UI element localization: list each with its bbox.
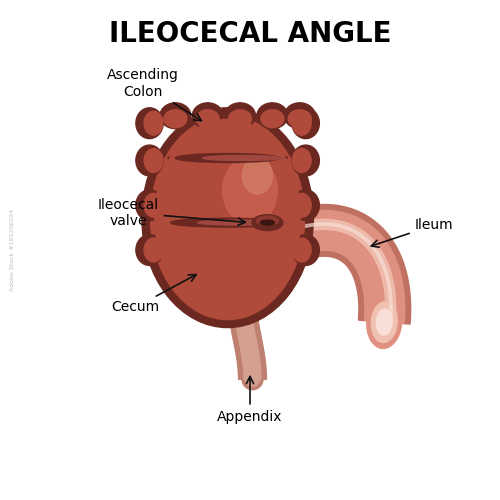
Ellipse shape: [176, 154, 278, 162]
Ellipse shape: [192, 103, 223, 128]
Ellipse shape: [224, 103, 256, 128]
Ellipse shape: [260, 220, 274, 225]
Ellipse shape: [242, 157, 272, 194]
Ellipse shape: [160, 103, 191, 128]
Ellipse shape: [252, 214, 283, 230]
Ellipse shape: [198, 220, 288, 225]
Ellipse shape: [292, 234, 320, 266]
Ellipse shape: [292, 108, 320, 138]
Ellipse shape: [261, 110, 284, 128]
Ellipse shape: [246, 372, 260, 386]
Ellipse shape: [292, 194, 311, 217]
Ellipse shape: [292, 112, 311, 135]
Ellipse shape: [155, 120, 300, 316]
Ellipse shape: [292, 238, 311, 262]
Ellipse shape: [240, 156, 275, 200]
Polygon shape: [300, 210, 405, 324]
Text: Ascending
Colon: Ascending Colon: [107, 68, 202, 120]
Text: Cecum: Cecum: [112, 274, 196, 314]
Text: Adobe Stock #195206294: Adobe Stock #195206294: [10, 209, 15, 291]
Ellipse shape: [372, 302, 397, 343]
Ellipse shape: [228, 110, 252, 128]
Ellipse shape: [136, 190, 163, 220]
Polygon shape: [303, 223, 392, 322]
Ellipse shape: [168, 152, 288, 164]
Ellipse shape: [136, 234, 163, 266]
Text: Ileocecal
valve: Ileocecal valve: [98, 198, 246, 228]
Text: ILEOCECAL ANGLE: ILEOCECAL ANGLE: [109, 20, 391, 48]
Ellipse shape: [150, 116, 304, 320]
Text: Appendix: Appendix: [218, 376, 283, 424]
Ellipse shape: [163, 217, 292, 228]
Ellipse shape: [292, 190, 320, 220]
Ellipse shape: [144, 194, 163, 217]
Ellipse shape: [196, 110, 219, 128]
Ellipse shape: [284, 103, 315, 128]
Ellipse shape: [376, 309, 392, 335]
Text: Ileum: Ileum: [372, 218, 454, 247]
Ellipse shape: [242, 369, 263, 390]
Ellipse shape: [256, 216, 278, 225]
Ellipse shape: [176, 154, 280, 162]
Ellipse shape: [144, 148, 163, 172]
Ellipse shape: [367, 296, 402, 348]
Ellipse shape: [136, 145, 163, 176]
Polygon shape: [228, 308, 266, 380]
Ellipse shape: [142, 108, 314, 328]
Ellipse shape: [203, 156, 282, 160]
Ellipse shape: [288, 110, 311, 128]
Ellipse shape: [292, 145, 320, 176]
Ellipse shape: [172, 220, 283, 226]
Ellipse shape: [170, 218, 285, 227]
Polygon shape: [302, 220, 396, 323]
Ellipse shape: [257, 103, 288, 128]
Polygon shape: [234, 309, 261, 380]
Ellipse shape: [136, 108, 163, 138]
Polygon shape: [299, 204, 410, 324]
Ellipse shape: [144, 238, 163, 262]
Ellipse shape: [164, 110, 187, 128]
Ellipse shape: [144, 112, 163, 135]
Ellipse shape: [220, 153, 280, 228]
Ellipse shape: [292, 148, 311, 172]
Ellipse shape: [222, 157, 278, 224]
